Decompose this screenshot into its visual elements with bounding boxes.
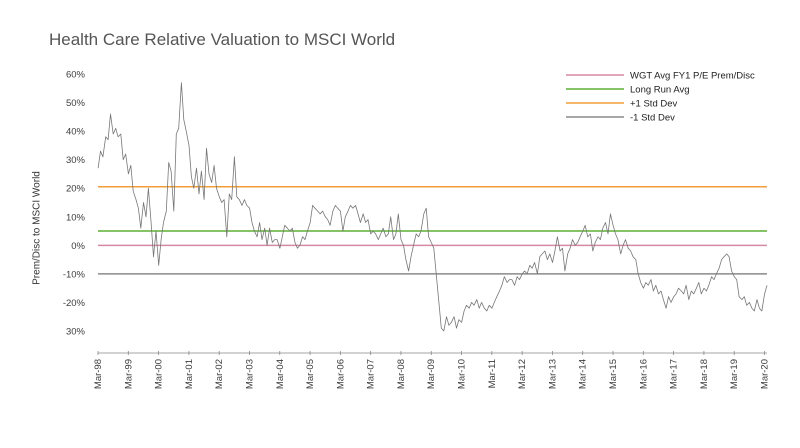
x-tick-label: Mar-03 bbox=[244, 359, 255, 389]
plot-area: 60% 50% 40% 30% 20% 10% 0% -10% -20% 30% Mar-98 Mar… bbox=[63, 70, 771, 390]
x-tick-label: Mar-01 bbox=[184, 359, 195, 389]
x-tick-label: Mar-08 bbox=[396, 359, 407, 389]
x-tick-label: Mar-10 bbox=[457, 359, 468, 389]
x-tick-label: Mar-07 bbox=[366, 359, 377, 389]
x-tick-label: Mar-15 bbox=[608, 359, 619, 389]
x-tick-label: Mar-20 bbox=[759, 359, 770, 389]
y-tick-label: -10% bbox=[63, 269, 86, 280]
y-tick-label: 40% bbox=[66, 127, 86, 138]
series-line-wgt-avg bbox=[97, 82, 768, 332]
y-tick-label: 50% bbox=[66, 98, 86, 109]
legend-label: -1 Std Dev bbox=[630, 113, 675, 124]
x-tick-label: Mar-14 bbox=[578, 359, 589, 389]
legend-label: WGT Avg FY1 P/E Prem/Disc bbox=[630, 71, 755, 82]
x-tick-label: Mar-99 bbox=[123, 359, 134, 389]
x-tick-label: Mar-18 bbox=[699, 359, 710, 389]
x-tick-label: Mar-06 bbox=[335, 359, 346, 389]
chart-title: Health Care Relative Valuation to MSCI W… bbox=[49, 30, 396, 49]
x-tick-label: Mar-09 bbox=[426, 359, 437, 389]
y-tick-label: -20% bbox=[63, 298, 86, 309]
x-tick-label: Mar-19 bbox=[729, 359, 740, 389]
x-tick-label: Mar-11 bbox=[487, 359, 498, 388]
y-tick-label: 60% bbox=[66, 70, 86, 81]
y-tick-label: 20% bbox=[66, 184, 86, 195]
legend-label: Long Run Avg bbox=[630, 85, 690, 96]
y-tick-label: 10% bbox=[66, 212, 86, 223]
x-tick-label: Mar-00 bbox=[154, 359, 165, 389]
x-tick-label: Mar-04 bbox=[275, 359, 286, 389]
x-tick-label: Mar-16 bbox=[638, 359, 649, 389]
y-tick-label: 30% bbox=[66, 327, 86, 338]
y-tick-label: 0% bbox=[71, 241, 85, 252]
legend-label: +1 Std Dev bbox=[630, 99, 678, 110]
y-tick-label: 30% bbox=[66, 155, 86, 166]
x-tick-label: Mar-02 bbox=[214, 359, 225, 389]
x-tick-label: Mar-05 bbox=[305, 359, 316, 389]
x-tick-label: Mar-17 bbox=[669, 359, 680, 389]
x-tick-label: Mar-13 bbox=[547, 359, 558, 389]
x-tick-label: Mar-12 bbox=[517, 359, 528, 389]
x-tick-label: Mar-98 bbox=[93, 359, 104, 389]
